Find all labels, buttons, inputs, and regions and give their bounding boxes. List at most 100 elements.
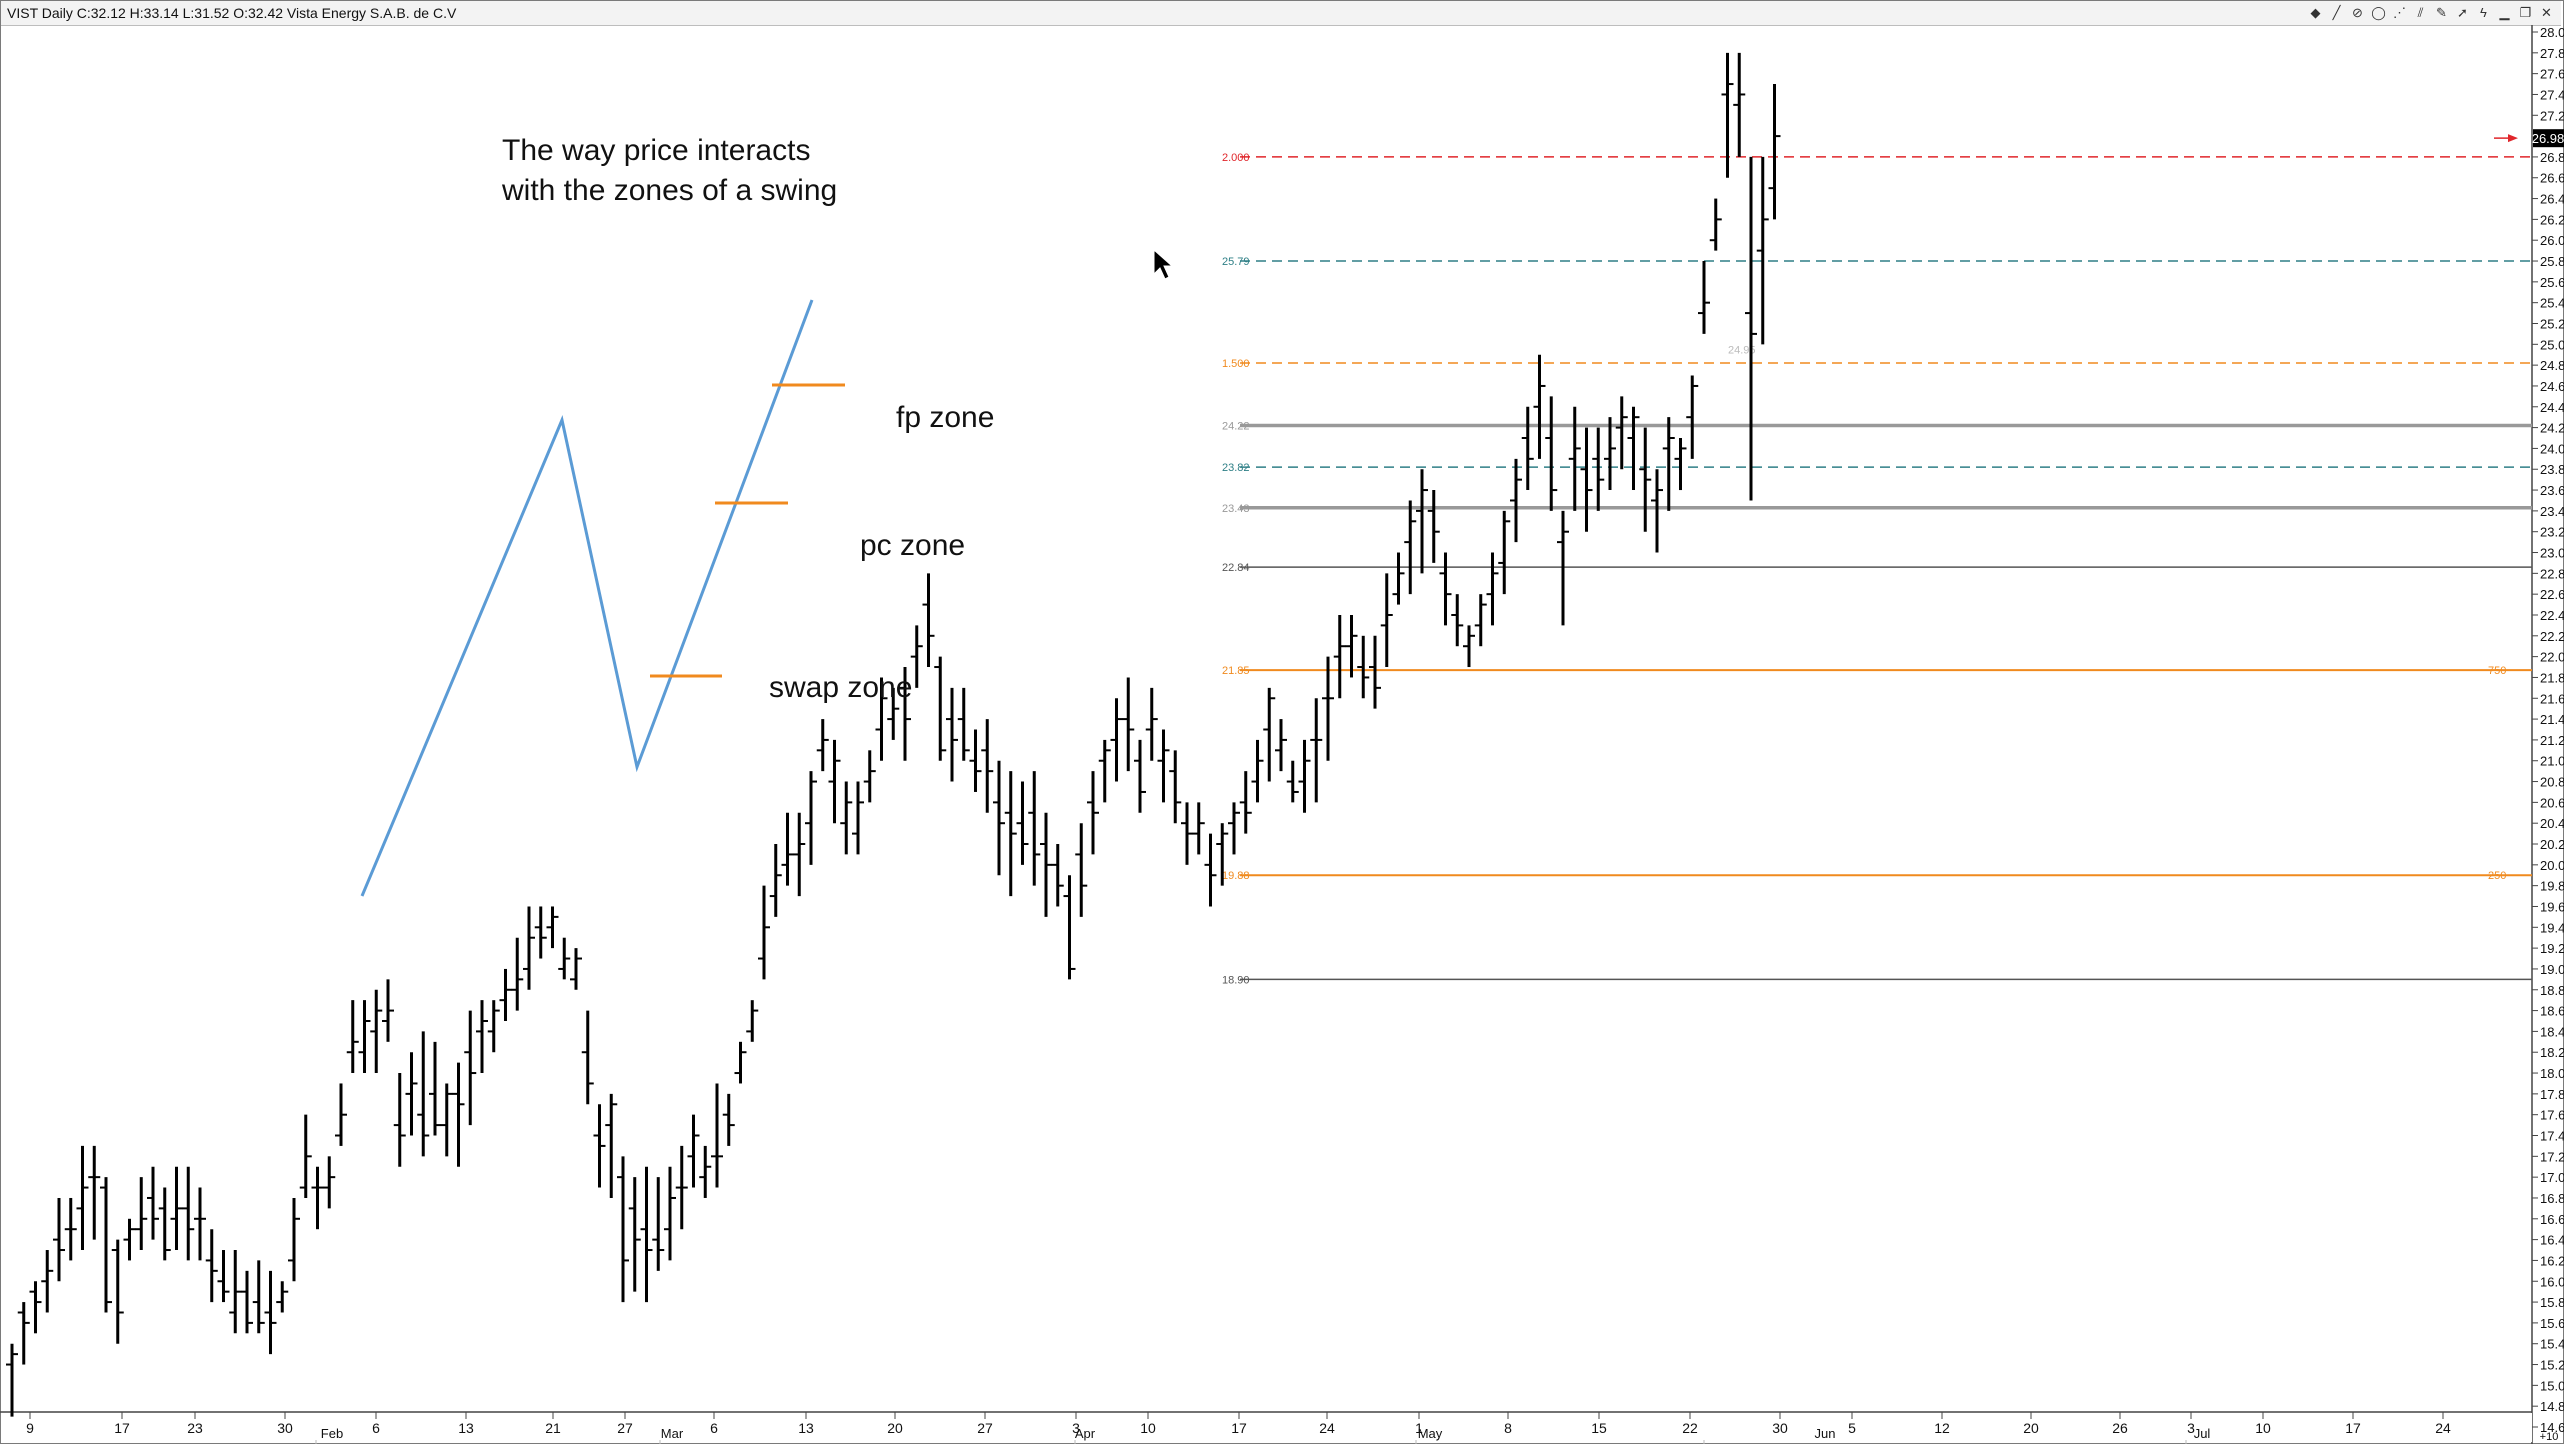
y-tick-label: 21.00 <box>2540 754 2564 769</box>
y-tick-label: 27.20 <box>2540 108 2564 123</box>
ohlc-bars <box>6 52 1781 1417</box>
x-tick-label: 20 <box>2023 1420 2039 1436</box>
y-tick-label: 25.60 <box>2540 275 2564 290</box>
level-label: 19.88 <box>1222 870 1250 882</box>
current-price-tag <box>2533 129 2564 148</box>
y-tick-label: 21.80 <box>2540 670 2564 685</box>
y-tick-label: 20.20 <box>2540 837 2564 852</box>
price-arrow-icon <box>2508 134 2518 143</box>
mouse-cursor-icon <box>1153 248 1174 280</box>
y-tick-label: 17.20 <box>2540 1149 2564 1164</box>
x-tick-label: 6 <box>372 1420 380 1436</box>
y-tick-label: 20.60 <box>2540 795 2564 810</box>
current-price-label: 26.98 <box>2532 131 2564 146</box>
level-label: 18.90 <box>1222 974 1250 986</box>
minimize-icon[interactable]: ▁ <box>2499 5 2510 20</box>
y-tick-label: 19.20 <box>2540 941 2564 956</box>
annotation-line-1: The way price interacts <box>502 134 810 167</box>
x-end-label: +10 <box>2540 1431 2559 1443</box>
y-tick-label: 24.60 <box>2540 379 2564 394</box>
close-icon[interactable]: ✕ <box>2541 5 2552 20</box>
pc-zone-label: pc zone <box>860 529 965 562</box>
restore-icon[interactable]: ❐ <box>2519 5 2532 20</box>
level-label: 23.82 <box>1222 462 1250 474</box>
x-month-label: Jun <box>1815 1426 1836 1441</box>
x-tick-label: 26 <box>2112 1420 2128 1436</box>
y-tick-label: 22.60 <box>2540 587 2564 602</box>
y-tick-label: 16.00 <box>2540 1274 2564 1289</box>
x-tick-label: 24 <box>2435 1420 2451 1436</box>
y-tick-label: 25.80 <box>2540 254 2564 269</box>
title-bar: VIST Daily C:32.12 H:33.14 L:31.52 O:32.… <box>1 1 2561 26</box>
fib-tool-icon[interactable]: ⋰ <box>2393 5 2406 20</box>
y-tick-label: 26.80 <box>2540 150 2564 165</box>
y-tick-label: 15.00 <box>2540 1378 2564 1393</box>
channel-tool-icon[interactable]: ⫽ <box>2417 5 2424 20</box>
y-tick-label: 18.60 <box>2540 1004 2564 1019</box>
y-tick-label: 20.80 <box>2540 775 2564 790</box>
x-tick-label: 30 <box>1772 1420 1788 1436</box>
level-label: 24.22 <box>1222 421 1250 433</box>
x-tick-label: 17 <box>2345 1420 2361 1436</box>
y-tick-label: 16.40 <box>2540 1233 2564 1248</box>
ellipse-tool-icon[interactable]: ◯ <box>2371 5 2386 20</box>
y-tick-label: 19.60 <box>2540 899 2564 914</box>
lightning-icon[interactable]: ϟ <box>2480 5 2487 20</box>
x-tick-label: 3 <box>1072 1420 1080 1436</box>
no-entry-icon[interactable]: ⊘ <box>2352 5 2363 20</box>
level-label: 21.85 <box>1222 665 1250 677</box>
line-tool-icon[interactable]: ╱ <box>2332 5 2341 20</box>
y-tick-label: 21.20 <box>2540 733 2564 748</box>
y-tick-label: 20.00 <box>2540 858 2564 873</box>
x-tick-label: 13 <box>458 1420 474 1436</box>
cursor-icon[interactable]: ➚ <box>2457 5 2468 20</box>
x-tick-label: 5 <box>1848 1420 1856 1436</box>
x-tick-label: 24 <box>1319 1420 1335 1436</box>
y-tick-label: 23.40 <box>2540 504 2564 519</box>
y-tick-label: 23.00 <box>2540 546 2564 561</box>
y-tick-label: 19.80 <box>2540 879 2564 894</box>
x-tick-label: 8 <box>1504 1420 1512 1436</box>
swap-zone-label: swap zone <box>769 671 912 704</box>
x-tick-label: 15 <box>1591 1420 1607 1436</box>
x-tick-label: 17 <box>1231 1420 1247 1436</box>
y-tick-label: 17.40 <box>2540 1129 2564 1144</box>
swing-annotation: The way price interacts with the zones of… <box>360 134 1174 897</box>
y-tick-label: 26.00 <box>2540 233 2564 248</box>
y-tick-label: 26.60 <box>2540 171 2564 186</box>
pencil-icon[interactable]: ✎ <box>2436 5 2447 20</box>
y-tick-label: 22.00 <box>2540 650 2564 665</box>
y-tick-label: 14.60 <box>2540 1420 2564 1435</box>
y-tick-label: 24.40 <box>2540 400 2564 415</box>
y-tick-label: 27.60 <box>2540 67 2564 82</box>
x-tick-label: 12 <box>1934 1420 1950 1436</box>
bar-style-icon[interactable]: ◆ <box>2310 5 2321 20</box>
y-tick-label: 18.00 <box>2540 1066 2564 1081</box>
y-tick-label: 26.40 <box>2540 192 2564 207</box>
x-tick-label: 20 <box>887 1420 903 1436</box>
annotation-line-2: with the zones of a swing <box>501 174 837 207</box>
y-tick-label: 23.60 <box>2540 483 2564 498</box>
y-tick-label: 16.60 <box>2540 1212 2564 1227</box>
y-tick-label: 22.20 <box>2540 629 2564 644</box>
y-tick-label: 17.00 <box>2540 1170 2564 1185</box>
y-tick-label: 25.20 <box>2540 316 2564 331</box>
level-right-label: 250 <box>2488 870 2506 882</box>
x-tick-label: 27 <box>617 1420 633 1436</box>
y-tick-label: 17.80 <box>2540 1087 2564 1102</box>
y-tick-label: 15.80 <box>2540 1295 2564 1310</box>
level-label: 25.79 <box>1222 256 1250 268</box>
y-tick-label: 15.20 <box>2540 1358 2564 1373</box>
y-tick-label: 24.80 <box>2540 358 2564 373</box>
x-tick-label: 9 <box>26 1420 34 1436</box>
x-month-label: May <box>1418 1426 1443 1441</box>
y-tick-label: 21.40 <box>2540 712 2564 727</box>
chart-title: VIST Daily C:32.12 H:33.14 L:31.52 O:32.… <box>7 5 457 21</box>
y-tick-label: 20.40 <box>2540 816 2564 831</box>
level-label: 22.84 <box>1222 562 1250 574</box>
x-tick-label: 21 <box>545 1420 561 1436</box>
y-tick-label: 22.40 <box>2540 608 2564 623</box>
y-tick-label: 25.00 <box>2540 337 2564 352</box>
y-tick-label: 18.40 <box>2540 1024 2564 1039</box>
